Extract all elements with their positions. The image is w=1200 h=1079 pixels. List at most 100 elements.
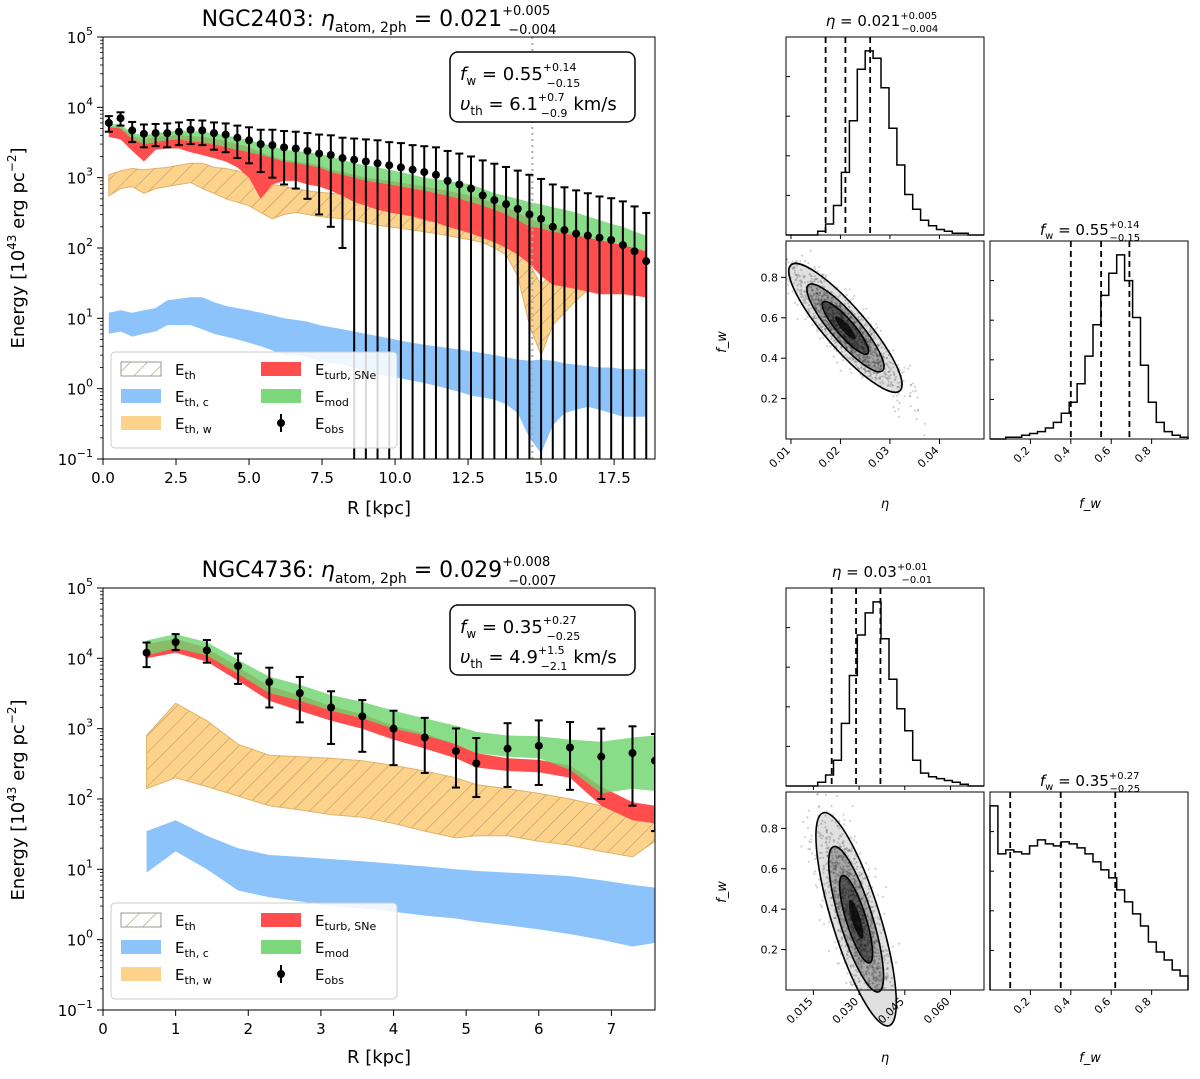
sample-point (834, 941, 837, 944)
sample-point (868, 340, 871, 343)
sample-point (825, 333, 829, 336)
sample-point (858, 338, 861, 341)
sample-point (833, 321, 836, 324)
legend-key-e-th-w (121, 967, 161, 981)
obs-point (572, 229, 581, 238)
sample-point (886, 378, 890, 381)
sample-point (878, 367, 881, 370)
sample-point (868, 363, 871, 366)
sample-point (876, 353, 879, 356)
sample-point (796, 288, 799, 291)
obs-point (502, 200, 511, 209)
scatter-frame (785, 240, 985, 440)
sample-point (798, 275, 802, 278)
ytick-label: 10−1 (58, 447, 93, 469)
sample-point (836, 962, 839, 965)
sample-point (858, 357, 861, 360)
sample-point (816, 793, 819, 796)
sample-point (829, 306, 832, 309)
sample-point (828, 312, 831, 315)
obs-point (327, 703, 336, 712)
sample-point (856, 341, 860, 344)
sample-point (797, 283, 800, 286)
sample-point (795, 259, 798, 263)
sample-point (818, 303, 822, 307)
ngc2403-eta-title: η = 0.021+0.005 −0.004 (826, 11, 939, 35)
obs-point (651, 756, 655, 765)
sample-point (855, 364, 858, 367)
sample-point (810, 838, 813, 841)
sample-point (855, 332, 858, 335)
obs-point (142, 648, 151, 657)
ngc4736-ylabel: Energy [1043 erg pc−2] (5, 699, 29, 900)
sample-point (861, 346, 865, 349)
sample-point (851, 297, 854, 300)
sample-point (892, 373, 896, 376)
sample-point (823, 315, 826, 318)
legend-label: Eth (175, 361, 196, 382)
obs-point (104, 118, 113, 127)
sample-point (856, 344, 859, 347)
band-emod (146, 634, 655, 794)
obs-point (408, 165, 417, 174)
ngc4736-corner-plot: η = 0.03+0.01 −0.01 fw = 0.35+0.27 −0.25 0… (715, 562, 1189, 1066)
sample-point (825, 311, 829, 314)
legend-key-e-th-w (121, 416, 161, 430)
sample-point (909, 383, 912, 386)
sample-point (863, 350, 867, 354)
sample-point (849, 820, 852, 823)
sample-point (853, 327, 856, 330)
sample-point (818, 292, 822, 295)
sample-point (854, 328, 857, 331)
sample-point (897, 415, 901, 418)
sample-point (875, 373, 878, 376)
sample-point (902, 370, 905, 373)
sample-point (824, 793, 827, 796)
obs-point (443, 176, 452, 185)
sample-point (807, 308, 810, 311)
sample-point (837, 327, 840, 331)
sample-point (852, 896, 855, 900)
sample-point (893, 379, 896, 382)
ytick-label: 101 (67, 306, 93, 328)
sample-point (808, 309, 811, 312)
sample-point (857, 345, 861, 348)
sample-point (811, 288, 814, 291)
sample-point (794, 278, 797, 281)
sample-point (793, 301, 797, 304)
sample-point (849, 938, 852, 941)
sample-point (842, 333, 845, 336)
sample-point (834, 325, 838, 328)
sample-point (909, 391, 912, 394)
sample-point (830, 865, 833, 868)
sample-point (802, 301, 806, 304)
sample-point (838, 305, 841, 308)
sample-point (865, 932, 868, 935)
sample-point (821, 325, 824, 328)
sample-point (815, 303, 819, 306)
sample-point (821, 311, 824, 315)
obs-point (209, 129, 218, 138)
sample-point (849, 339, 852, 343)
obs-point (128, 126, 137, 135)
sample-point (909, 364, 912, 367)
sample-point (826, 294, 829, 297)
sample-point (791, 260, 794, 263)
sample-point (817, 294, 820, 297)
sample-point (872, 946, 876, 950)
sample-point (866, 357, 870, 360)
eta-tick-label: 0.04 (915, 444, 942, 471)
sample-point (809, 279, 812, 283)
fw-tick-label: 0.2 (761, 393, 779, 406)
sample-point (847, 313, 850, 316)
obs-point (534, 741, 543, 750)
sample-point (898, 401, 901, 404)
sample-point (848, 337, 851, 340)
sample-point (796, 303, 799, 306)
sample-point (853, 360, 856, 363)
sample-point (877, 364, 880, 367)
sample-point (869, 343, 872, 346)
sample-point (869, 370, 872, 373)
sample-point (831, 309, 834, 312)
sample-point (846, 899, 849, 902)
